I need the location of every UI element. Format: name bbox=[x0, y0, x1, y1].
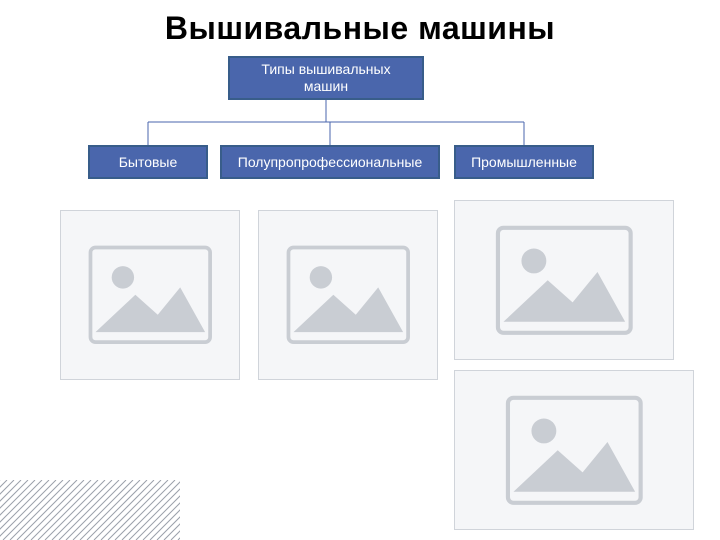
tree-node-root: Типы вышивальных машин bbox=[228, 56, 424, 100]
tree-node-domestic: Бытовые bbox=[88, 145, 208, 179]
img-industrial2 bbox=[454, 370, 694, 530]
decorative-hatch bbox=[0, 480, 180, 540]
img-semipro bbox=[258, 210, 438, 380]
tree-node-semipro: Полупропрофессиональные bbox=[220, 145, 440, 179]
img-industrial1 bbox=[454, 200, 674, 360]
slide-title: Вышивальные машины bbox=[0, 10, 720, 47]
tree-node-industrial: Промышленные bbox=[454, 145, 594, 179]
slide-root: Вышивальные машины Типы вышивальных маши… bbox=[0, 0, 720, 540]
img-domestic bbox=[60, 210, 240, 380]
